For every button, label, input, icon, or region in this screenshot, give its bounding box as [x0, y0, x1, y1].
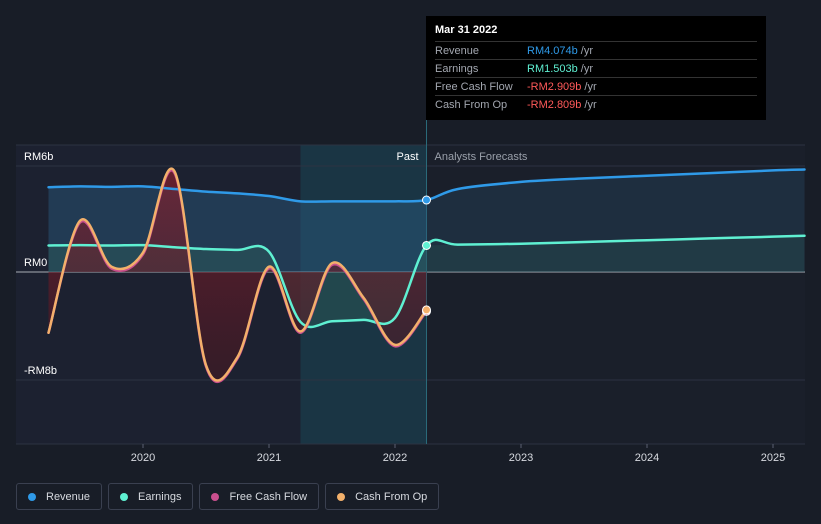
cash-from-op-dot-icon [337, 492, 346, 501]
tooltip-unit: /yr [584, 80, 597, 93]
tooltip-value: RM4.074b [527, 44, 578, 57]
x-tick-label: 2021 [257, 452, 281, 464]
legend-label: Free Cash Flow [229, 490, 308, 503]
earnings-marker [422, 240, 431, 250]
revenue-dot-icon [28, 492, 36, 501]
x-tick-label: 2022 [383, 452, 407, 464]
tooltip-row-earnings: Earnings RM1.503b /yr [435, 59, 757, 77]
tooltip-row-revenue: Revenue RM4.074b /yr [435, 41, 757, 59]
data-tooltip: Mar 31 2022 Revenue RM4.074b /yr Earning… [426, 16, 766, 120]
legend-item-free-cash-flow[interactable]: Free Cash Flow [199, 483, 320, 510]
tooltip-date: Mar 31 2022 [435, 24, 498, 36]
legend-label: Cash From Op [355, 490, 428, 503]
tooltip-label: Revenue [435, 44, 480, 57]
x-tick-label: 2020 [131, 452, 155, 464]
legend-item-revenue[interactable]: Revenue [16, 483, 103, 510]
revenue-line [47, 168, 806, 203]
y-tick-label: -RM8b [24, 365, 57, 377]
revenue-marker [422, 195, 431, 205]
tooltip-value: -RM2.809b [527, 98, 582, 111]
chart-legend: Revenue Earnings Free Cash Flow Cash Fro… [16, 483, 440, 510]
x-tick-label: 2023 [509, 452, 533, 464]
y-tick-label: RM0 [24, 257, 47, 269]
cash-from-op-marker [422, 305, 431, 315]
cash-from-op-area [48, 168, 427, 381]
y-tick-label: RM6b [24, 151, 53, 163]
tooltip-unit: /yr [580, 62, 593, 75]
revenue-forecast-area [426, 169, 805, 272]
past-label: Past [396, 151, 418, 163]
tooltip-value: RM1.503b [527, 62, 578, 75]
x-tick-label: 2025 [761, 452, 785, 464]
legend-label: Earnings [138, 490, 182, 503]
legend-label: Revenue [46, 490, 91, 503]
x-tick-label: 2024 [635, 452, 659, 464]
legend-item-cash-from-op[interactable]: Cash From Op [325, 483, 440, 510]
forecast-label: Analysts Forecasts [435, 151, 528, 163]
tooltip-label: Cash From Op [435, 98, 508, 111]
tooltip-value: -RM2.909b [527, 80, 582, 93]
tooltip-row-free-cash-flow: Free Cash Flow -RM2.909b /yr [435, 77, 757, 95]
earnings-dot-icon [120, 492, 129, 501]
legend-item-earnings[interactable]: Earnings [108, 483, 194, 510]
tooltip-label: Earnings [435, 62, 479, 75]
free-cash-flow-dot-icon [211, 492, 220, 501]
tooltip-label: Free Cash Flow [435, 80, 513, 93]
cash-from-op-line [47, 167, 428, 382]
tooltip-unit: /yr [580, 44, 593, 57]
tooltip-unit: /yr [584, 98, 597, 111]
forecast-region [426, 145, 805, 444]
tooltip-row-cash-from-op: Cash From Op -RM2.809b /yr [435, 95, 757, 113]
